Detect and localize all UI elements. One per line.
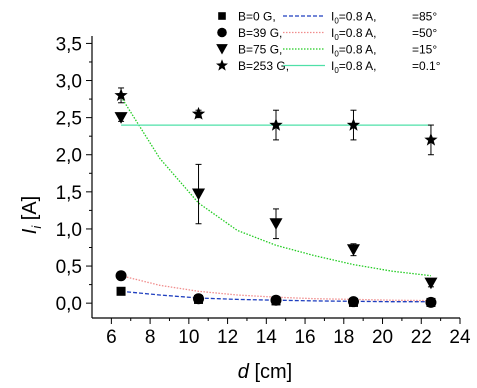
- legend-angle: =15°: [412, 43, 437, 57]
- data-point-series-2: [269, 218, 283, 230]
- y-tick-label: 1,0: [56, 220, 82, 241]
- data-point-series-0: [116, 286, 126, 296]
- x-tick-label: 16: [294, 327, 315, 348]
- legend-series-name: B=39 G,: [238, 26, 282, 40]
- y-tick-label: 3,0: [56, 72, 82, 93]
- x-tick-label: 24: [449, 327, 471, 348]
- x-tick-label: 12: [217, 327, 238, 348]
- y-tick-label: 0,0: [56, 294, 82, 315]
- data-point-series-3: [191, 106, 206, 120]
- data-point-series-3: [424, 132, 438, 146]
- legend-series-name: B=253 G,: [238, 59, 289, 73]
- legend-i0-label: I0=0.8 A,: [331, 43, 377, 59]
- axes: 6 8 10 12 14 16 18 20 22 24 0,0 0,5 1,0 1,5 2,0 2,5 3,0 3…: [56, 34, 471, 348]
- data-point-series-1: [270, 294, 282, 306]
- y-tick-label: 1,5: [56, 183, 82, 204]
- x-tick-label: 18: [333, 327, 354, 348]
- legend-i0-label: I0=0.8 A,: [331, 26, 377, 42]
- y-axis-title: Ii [A]: [19, 196, 44, 234]
- legend-angle: =85°: [412, 10, 437, 24]
- legend: B=0 G, I0=0.8 A, =85° B=39 G, I0=0.8 A, =50° B…: [216, 10, 441, 75]
- legend-series-name: B=75 G,: [238, 43, 282, 57]
- data-point-series-3: [346, 118, 361, 131]
- data-point-series-2: [114, 112, 128, 124]
- fit-line-series-0: [121, 290, 431, 303]
- x-tick-label: 10: [178, 327, 199, 348]
- legend-marker-series-1: [217, 27, 227, 38]
- legend-i0-label: I0=0.8 A,: [331, 10, 377, 26]
- data-point-series-1: [347, 296, 359, 308]
- data-markers: [114, 88, 438, 308]
- x-tick-label: 22: [411, 327, 432, 348]
- legend-i0-label: I0=0.8 A,: [331, 59, 377, 75]
- data-point-series-2: [346, 244, 360, 256]
- x-tick-label: 20: [372, 327, 393, 348]
- y-tick-label: 2,0: [56, 146, 82, 167]
- data-point-series-2: [424, 277, 438, 290]
- data-point-series-1: [115, 270, 127, 282]
- data-point-series-2: [192, 188, 206, 201]
- y-tick-label: 0,5: [56, 257, 82, 278]
- x-tick-label: 14: [256, 327, 278, 348]
- legend-series-name: B=0 G,: [238, 10, 276, 24]
- x-axis-title: d [cm]: [238, 361, 292, 383]
- legend-angle: =50°: [412, 26, 437, 40]
- x-tick-label: 8: [145, 327, 156, 348]
- data-point-series-3: [114, 88, 128, 101]
- legend-marker-series-2: [216, 44, 228, 55]
- y-tick-label: 2,5: [56, 109, 82, 130]
- legend-marker-series-3: [216, 59, 228, 71]
- legend-marker-series-0: [218, 12, 226, 20]
- legend-angle: =0.1°: [412, 59, 441, 73]
- data-point-series-3: [269, 118, 283, 131]
- x-tick-label: 6: [106, 327, 117, 348]
- error-bars: [118, 87, 434, 288]
- y-tick-label: 3,5: [56, 34, 82, 55]
- data-point-series-1: [425, 296, 437, 308]
- data-point-series-1: [193, 293, 205, 305]
